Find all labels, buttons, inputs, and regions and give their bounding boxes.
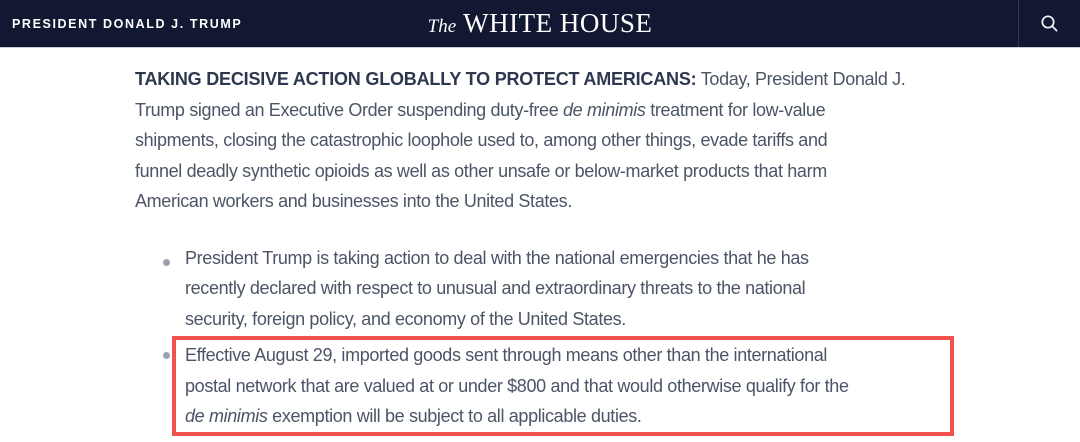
lead-heading: TAKING DECISIVE ACTION GLOBALLY TO PROTE…: [135, 69, 697, 89]
text-run: postal network that are valued at or und…: [185, 375, 849, 396]
red-highlight-box: Effective August 29, imported goods sent…: [172, 336, 954, 436]
text-line: recently declared with respect to unusua…: [185, 273, 960, 304]
bullet-item-national-emergencies: President Trump is taking action to deal…: [135, 243, 1080, 335]
text-run: de minimis: [185, 406, 268, 426]
logo-title: WHITE HOUSE: [463, 7, 653, 38]
text-run: treatment for low-value: [645, 99, 826, 120]
logo-the: The: [427, 15, 457, 37]
text-line: shipments, closing the catastrophic loop…: [135, 125, 1080, 156]
text-line: American workers and businesses into the…: [135, 186, 1080, 217]
text-line: postal network that are valued at or und…: [185, 371, 946, 402]
text-line: Trump signed an Executive Order suspendi…: [135, 95, 1080, 126]
lead-paragraph: TAKING DECISIVE ACTION GLOBALLY TO PROTE…: [135, 64, 1080, 217]
text-run: American workers and businesses into the…: [135, 191, 572, 211]
text-run: funnel deadly synthetic opioids as well …: [135, 160, 827, 181]
text-run: security, foreign policy, and economy of…: [185, 308, 626, 329]
site-header: PRESIDENT DONALD J. TRUMP The WHITE HOUS…: [0, 0, 1080, 48]
bullet-marker-icon: [163, 258, 170, 266]
text-run: President Trump is taking action to deal…: [185, 247, 809, 268]
text-line: President Trump is taking action to deal…: [185, 243, 960, 274]
text-line: funnel deadly synthetic opioids as well …: [135, 156, 1080, 187]
bullet-item-de-minimis-duties: Effective August 29, imported goods sent…: [135, 336, 1080, 436]
white-house-logo[interactable]: The WHITE HOUSE: [428, 7, 653, 38]
bullet-list: President Trump is taking action to deal…: [135, 243, 1080, 436]
text-run: de minimis: [563, 99, 646, 120]
text-run: Today, President Donald J.: [696, 69, 906, 89]
text-line: security, foreign policy, and economy of…: [185, 304, 960, 335]
text-run: Trump signed an Executive Order suspendi…: [135, 99, 564, 120]
text-run: recently declared with respect to unusua…: [185, 278, 806, 298]
text-run: Effective August 29, imported goods sent…: [185, 345, 828, 365]
text-line: TAKING DECISIVE ACTION GLOBALLY TO PROTE…: [135, 64, 1080, 95]
search-icon: [1039, 13, 1060, 34]
bullet-marker-icon: [163, 352, 170, 359]
text-run: shipments, closing the catastrophic loop…: [135, 130, 828, 150]
search-button[interactable]: [1018, 0, 1080, 47]
bullet-text: President Trump is taking action to deal…: [185, 243, 960, 335]
text-line: Effective August 29, imported goods sent…: [185, 340, 946, 371]
text-run: exemption will be subject to all applica…: [267, 406, 642, 426]
text-line: de minimis exemption will be subject to …: [185, 401, 946, 432]
article-body: TAKING DECISIVE ACTION GLOBALLY TO PROTE…: [0, 48, 1080, 436]
president-name-link[interactable]: PRESIDENT DONALD J. TRUMP: [12, 16, 243, 31]
